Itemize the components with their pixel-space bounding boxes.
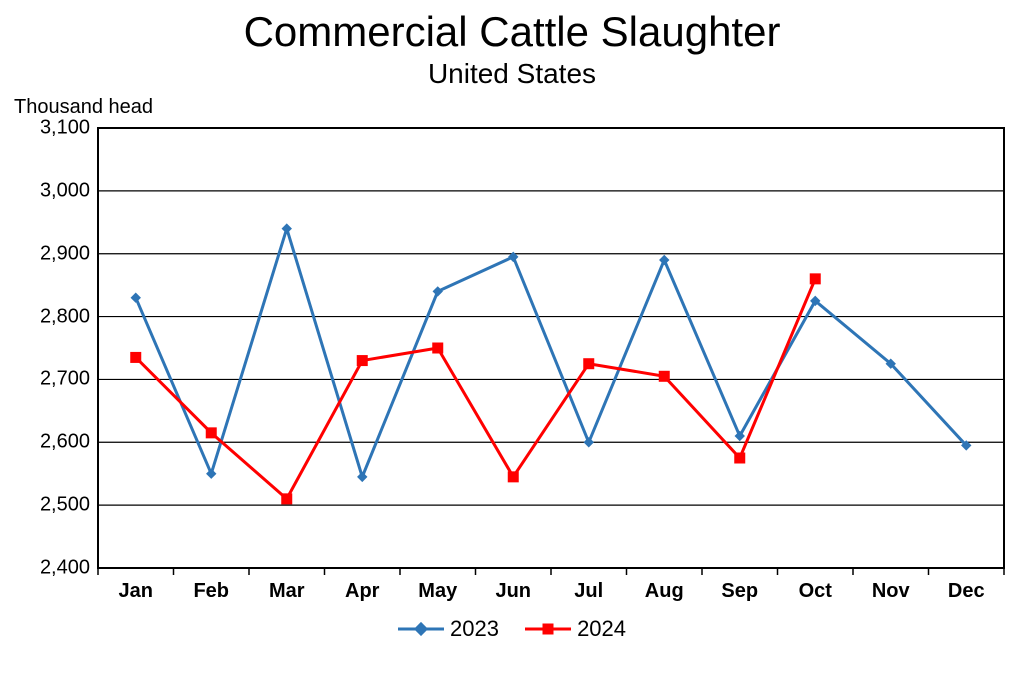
diamond-marker-icon (414, 622, 428, 636)
x-tick-label: Apr (332, 580, 392, 603)
x-tick-label: Jun (483, 580, 543, 603)
y-tick-label: 3,000 (10, 179, 90, 202)
legend-item-2024: 2024 (525, 616, 626, 642)
legend: 2023 2024 (0, 616, 1024, 645)
legend-swatch-2024 (525, 619, 571, 639)
x-tick-label: Sep (710, 580, 770, 603)
x-tick-label: Aug (634, 580, 694, 603)
y-tick-label: 2,400 (10, 557, 90, 580)
legend-swatch-2023 (398, 619, 444, 639)
chart-container: Commercial Cattle Slaughter United State… (0, 0, 1024, 688)
x-tick-label: Nov (861, 580, 921, 603)
x-tick-label: Jan (106, 580, 166, 603)
x-tick-label: Feb (181, 580, 241, 603)
y-tick-label: 2,800 (10, 305, 90, 328)
y-tick-label: 2,700 (10, 368, 90, 391)
x-tick-label: Oct (785, 580, 845, 603)
x-tick-label: Jul (559, 580, 619, 603)
y-tick-label: 2,900 (10, 242, 90, 265)
x-tick-label: May (408, 580, 468, 603)
y-tick-label: 3,100 (10, 117, 90, 140)
plot-area (98, 128, 1004, 578)
chart-subtitle: United States (0, 58, 1024, 90)
legend-label: 2024 (577, 616, 626, 642)
y-tick-label: 2,600 (10, 431, 90, 454)
x-tick-label: Mar (257, 580, 317, 603)
square-marker-icon (543, 624, 554, 635)
legend-item-2023: 2023 (398, 616, 499, 642)
y-tick-label: 2,500 (10, 494, 90, 517)
chart-title: Commercial Cattle Slaughter (0, 8, 1024, 56)
legend-label: 2023 (450, 616, 499, 642)
x-tick-label: Dec (936, 580, 996, 603)
